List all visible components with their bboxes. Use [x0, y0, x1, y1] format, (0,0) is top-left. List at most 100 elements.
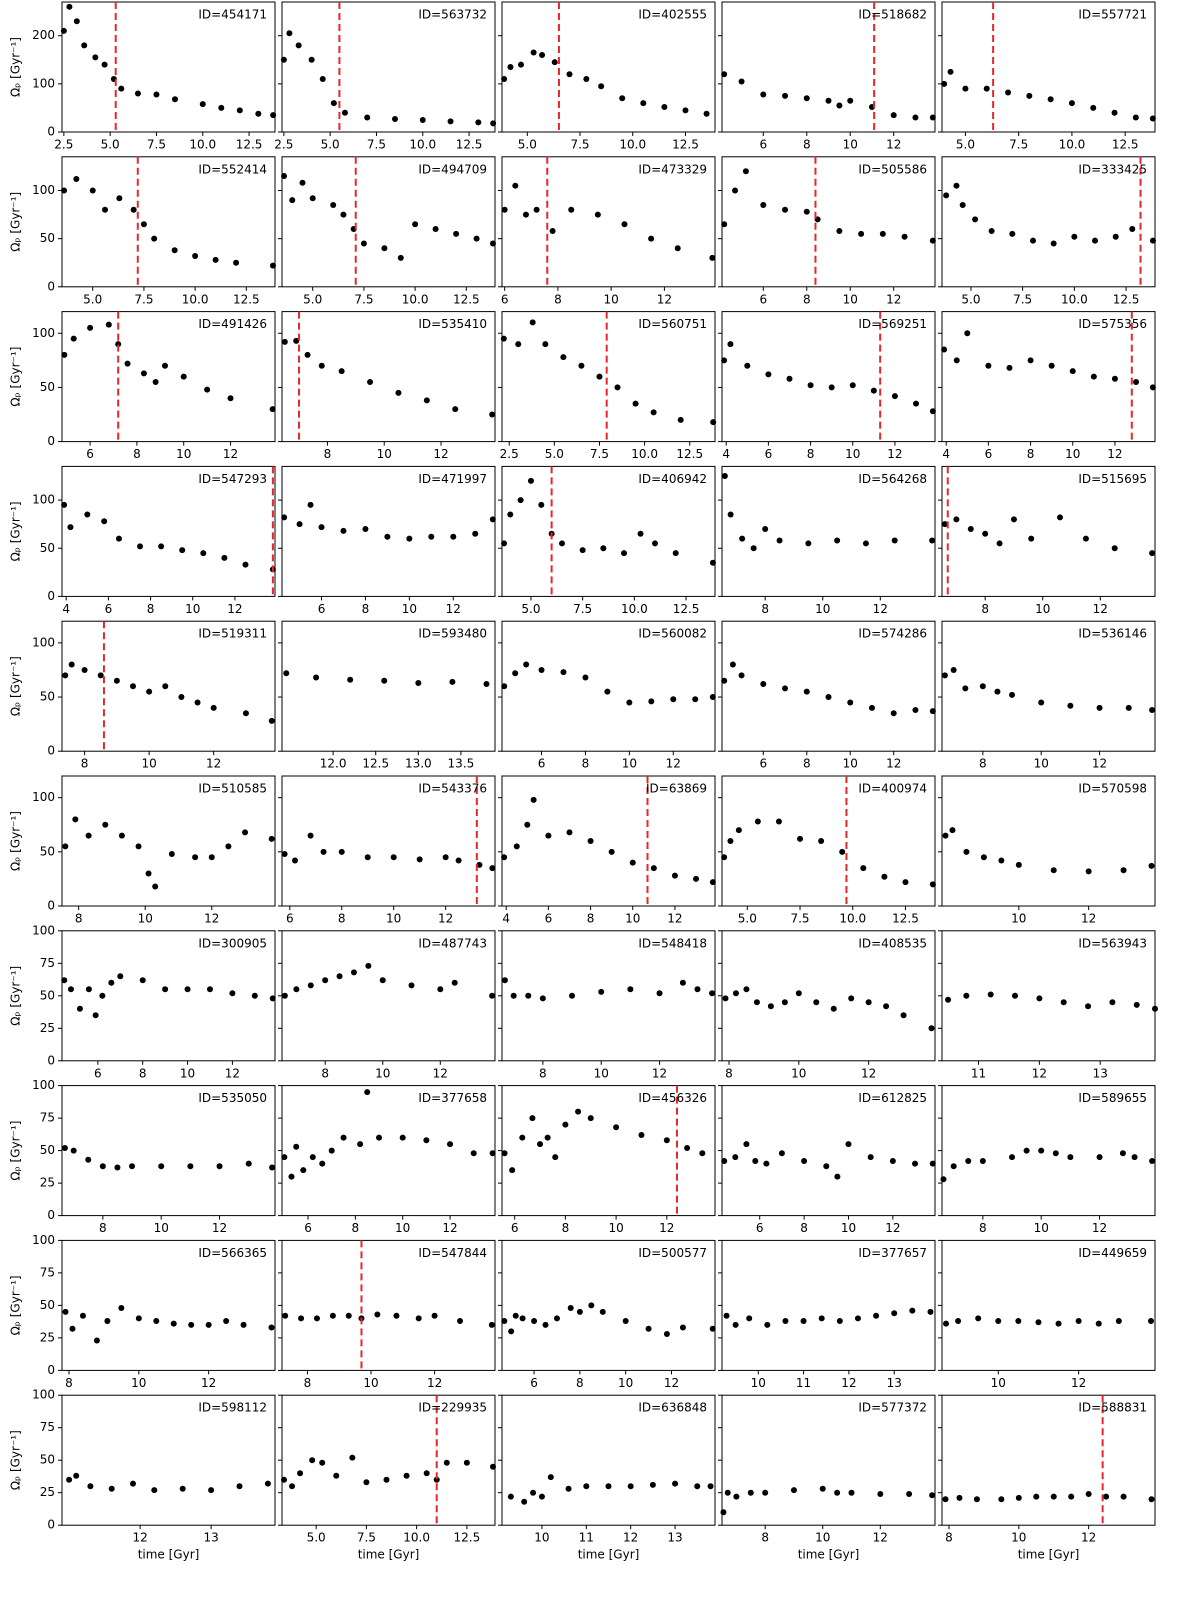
data-point	[240, 1321, 247, 1328]
data-point	[891, 537, 898, 544]
data-point	[709, 879, 716, 886]
data-point	[1109, 999, 1116, 1006]
data-point	[709, 694, 716, 701]
data-point	[569, 992, 576, 999]
data-point	[567, 1305, 574, 1311]
panel-title: ID=589655	[1078, 1091, 1147, 1105]
x-tick-label: 8	[338, 912, 346, 926]
data-point	[692, 696, 699, 703]
data-point	[941, 80, 948, 87]
data-point	[329, 1312, 336, 1319]
data-point	[854, 1315, 861, 1322]
data-point	[221, 554, 228, 561]
data-point	[512, 182, 519, 189]
panel-title: ID=500577	[638, 1246, 707, 1260]
data-point	[980, 854, 987, 861]
data-point	[490, 120, 497, 127]
y-tick-label: 0	[47, 1363, 55, 1377]
data-point	[289, 197, 296, 204]
data-point	[357, 1141, 364, 1148]
x-tick-label: 10	[841, 1221, 856, 1235]
data-point	[661, 103, 668, 110]
x-tick-label: 10.0	[619, 138, 646, 152]
data-point	[280, 56, 287, 63]
data-point	[803, 208, 810, 215]
data-point	[523, 661, 530, 668]
data-point	[151, 1487, 158, 1494]
data-point	[268, 717, 275, 724]
data-point	[744, 362, 751, 369]
data-point	[397, 254, 404, 261]
data-point	[1015, 1494, 1022, 1501]
data-point	[330, 201, 337, 208]
x-tick-label: 12	[861, 1066, 876, 1080]
data-point	[558, 540, 565, 547]
data-point	[364, 1089, 371, 1096]
data-point	[501, 76, 508, 83]
data-point	[637, 530, 644, 537]
data-point	[483, 681, 490, 688]
data-point	[913, 400, 920, 407]
data-point	[762, 1489, 769, 1496]
data-point	[87, 324, 94, 331]
data-point	[782, 685, 789, 692]
data-point	[746, 1315, 753, 1322]
data-point	[1023, 1147, 1030, 1154]
data-point	[967, 525, 974, 532]
data-point	[605, 1483, 612, 1490]
x-tick-label: 10	[395, 1221, 410, 1235]
x-tick-label: 5.0	[303, 292, 322, 306]
x-tick-label: 11	[796, 1376, 811, 1390]
y-tick-label: 50	[40, 541, 55, 555]
data-point	[836, 102, 843, 109]
data-point	[62, 672, 69, 679]
data-point	[805, 540, 812, 547]
data-point	[308, 56, 315, 63]
data-point	[92, 1012, 99, 1019]
x-tick-label: 13.0	[405, 757, 432, 771]
data-point	[527, 477, 534, 484]
data-point	[649, 1481, 656, 1488]
x-tick-label: 10	[815, 1531, 830, 1545]
y-tick-label: 100	[32, 635, 55, 649]
data-point	[1149, 237, 1156, 244]
x-tick-label: 7.5	[134, 292, 153, 306]
x-tick-label: 10	[1065, 447, 1080, 461]
data-point	[890, 710, 897, 717]
x-tick-label: 12.5	[456, 138, 483, 152]
x-tick-label: 10.0	[189, 138, 216, 152]
data-point	[281, 173, 288, 180]
data-point	[158, 1163, 165, 1170]
panel-frame	[61, 465, 276, 597]
x-tick-label: 6	[538, 757, 546, 771]
data-point	[813, 999, 820, 1006]
y-tick-label: 50	[40, 988, 55, 1002]
data-point	[909, 1307, 916, 1314]
panel-frame	[501, 311, 716, 443]
data-point	[562, 1121, 569, 1128]
data-point	[180, 373, 187, 380]
data-point	[76, 1005, 83, 1012]
data-point	[1009, 230, 1016, 237]
data-point	[393, 1312, 400, 1319]
data-point	[500, 335, 507, 342]
data-point	[600, 545, 607, 552]
data-point	[1082, 535, 1089, 542]
data-point	[551, 59, 558, 66]
x-tick-label: 10.0	[1059, 138, 1086, 152]
data-point	[283, 670, 290, 677]
y-tick-label: 50	[40, 690, 55, 704]
y-tick-label: 0	[47, 589, 55, 603]
panel-frame	[941, 775, 1156, 907]
data-point	[61, 977, 68, 984]
data-point	[803, 688, 810, 695]
data-point	[288, 1173, 295, 1180]
panel-frame	[721, 1, 936, 133]
x-tick-label: 12	[1071, 1376, 1086, 1390]
data-point	[941, 346, 948, 353]
x-tick-label: 10.0	[409, 138, 436, 152]
data-point	[489, 516, 496, 523]
x-tick-label: 6	[318, 602, 326, 616]
x-tick-label: 5.0	[961, 292, 980, 306]
data-point	[1129, 226, 1136, 233]
